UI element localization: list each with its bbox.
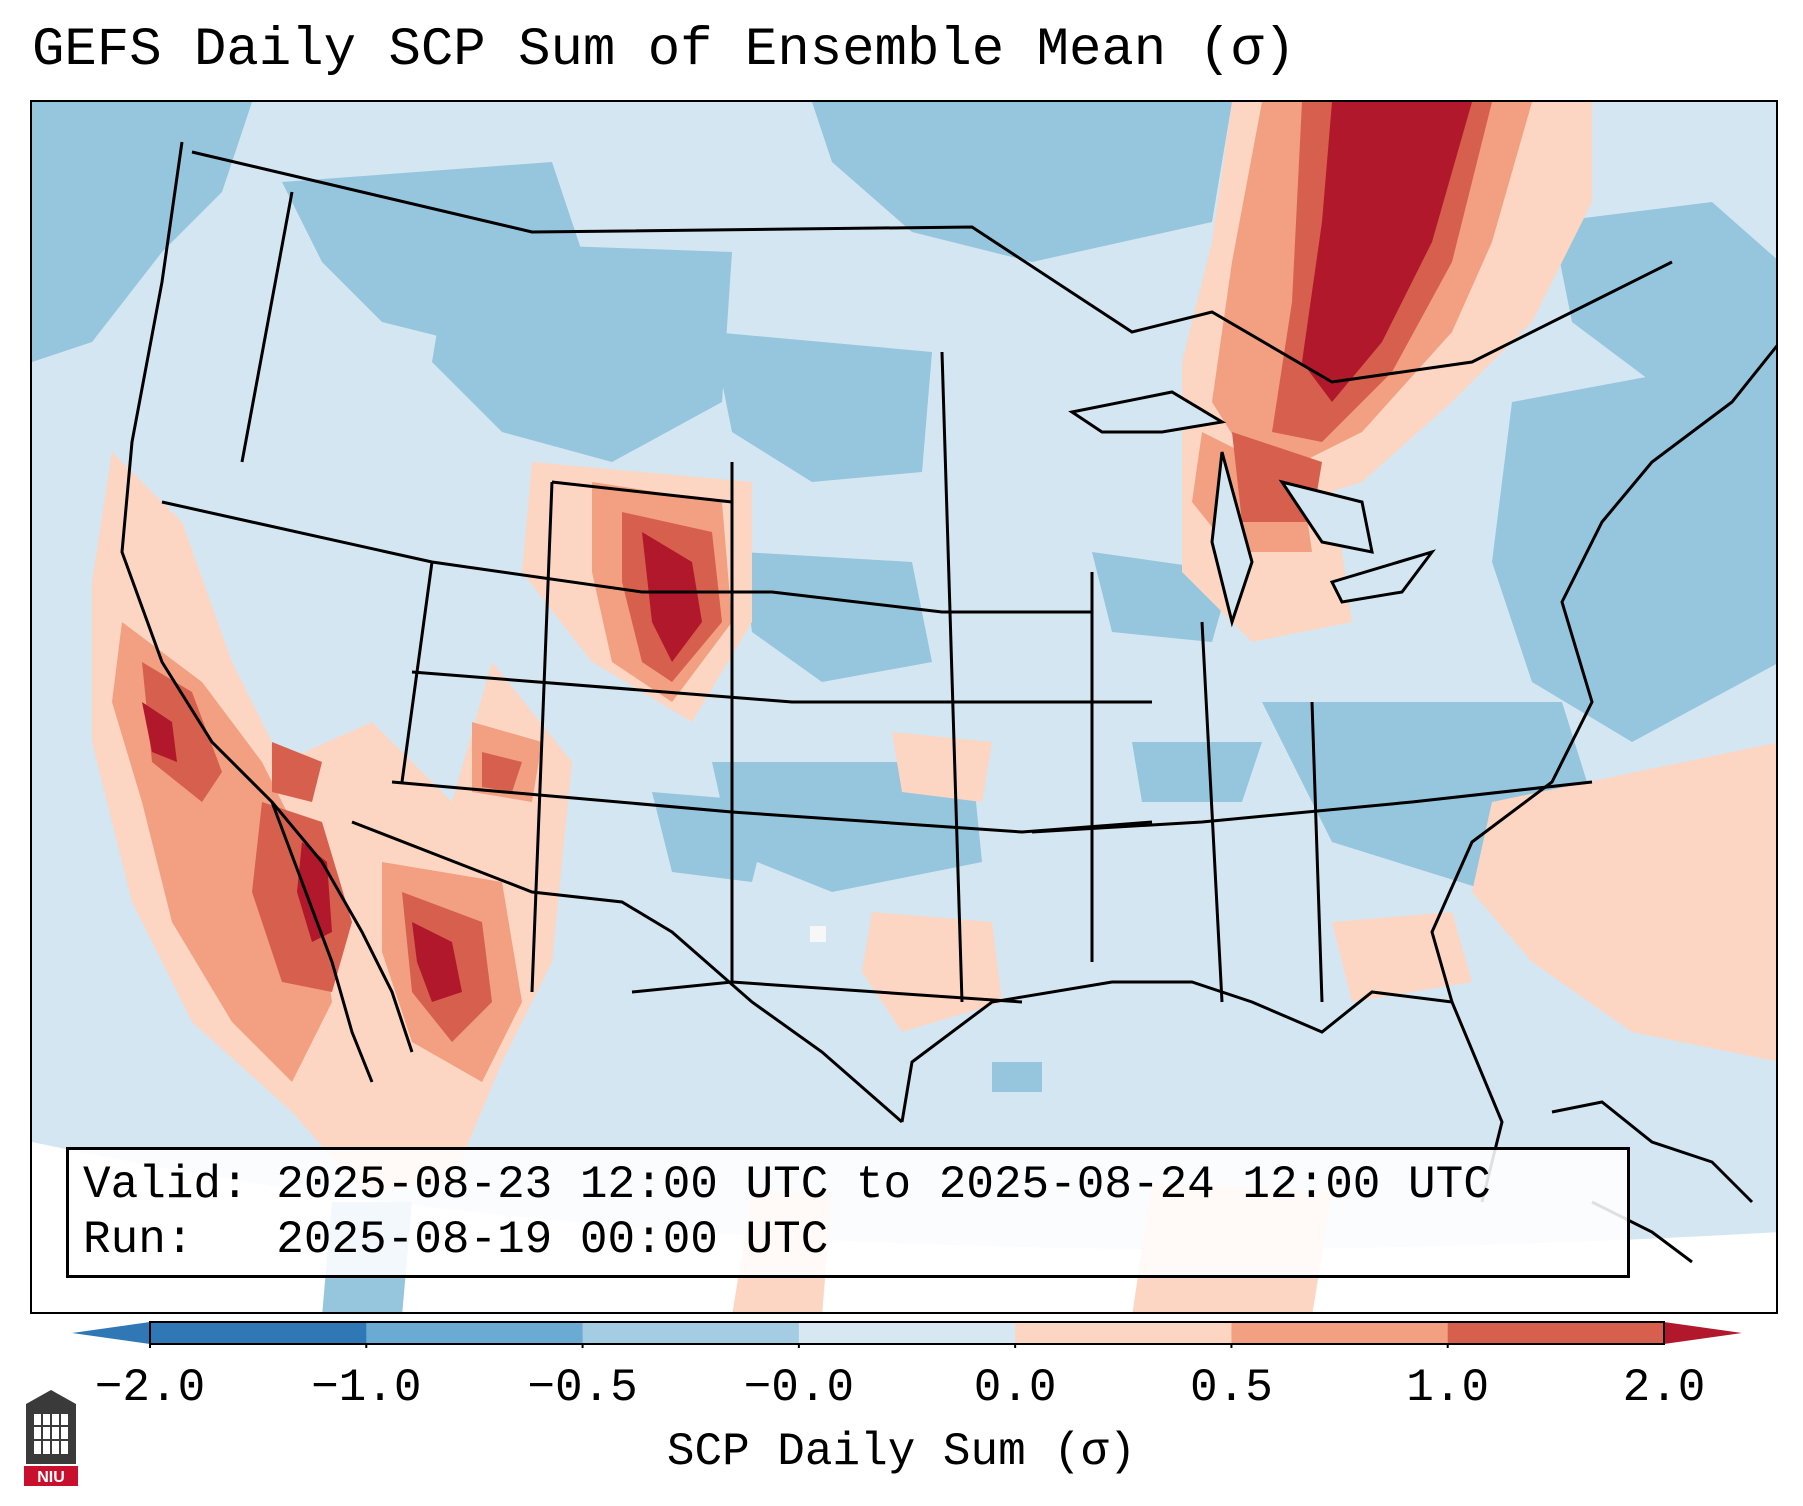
great-lakes bbox=[1068, 390, 1436, 628]
colorbar-tick-label: −0.5 bbox=[527, 1362, 638, 1414]
map-panel bbox=[30, 100, 1778, 1314]
colorbar-tick-label: −0.0 bbox=[743, 1362, 855, 1414]
colorbar-segment bbox=[1015, 1322, 1232, 1344]
geographic-borders bbox=[120, 141, 1776, 1203]
colorbar-segment bbox=[582, 1322, 800, 1344]
run-line: Run: 2025-08-19 00:00 UTC bbox=[83, 1214, 829, 1266]
colorbar-tick-label: 0.0 bbox=[973, 1362, 1057, 1414]
valid-run-info: Valid: 2025-08-23 12:00 UTC to 2025-08-2… bbox=[66, 1147, 1630, 1278]
negative-anomaly-fill bbox=[32, 102, 1776, 1312]
scp-map bbox=[32, 102, 1776, 1312]
colorbar-tick-label: 2.0 bbox=[1622, 1362, 1706, 1414]
colorbar-segment bbox=[366, 1322, 584, 1344]
colorbar-tick-label: −2.0 bbox=[94, 1362, 206, 1414]
colorbar-segment bbox=[150, 1322, 367, 1344]
colorbar-tick-label: 0.5 bbox=[1190, 1362, 1273, 1414]
colorbar bbox=[72, 1321, 1742, 1348]
max-positive-fill bbox=[142, 102, 1472, 1002]
colorbar-segment bbox=[1231, 1322, 1449, 1344]
svg-text:NIU: NIU bbox=[37, 1469, 65, 1486]
colorbar-extend-low bbox=[72, 1322, 150, 1344]
niu-logo: NIU bbox=[24, 1390, 78, 1486]
valid-line: Valid: 2025-08-23 12:00 UTC to 2025-08-2… bbox=[83, 1159, 1491, 1211]
colorbar-segment bbox=[798, 1322, 1016, 1344]
colorbar-tick-label: 1.0 bbox=[1406, 1362, 1490, 1414]
colorbar-extend-high bbox=[1664, 1322, 1742, 1344]
missing-data-cell bbox=[810, 926, 826, 942]
colorbar-tick-label: −1.0 bbox=[311, 1362, 422, 1414]
colorbar-segment bbox=[1447, 1322, 1665, 1344]
map-title: GEFS Daily SCP Sum of Ensemble Mean (σ) bbox=[32, 20, 1296, 81]
colorbar-label: SCP Daily Sum (σ) bbox=[666, 1426, 1137, 1478]
